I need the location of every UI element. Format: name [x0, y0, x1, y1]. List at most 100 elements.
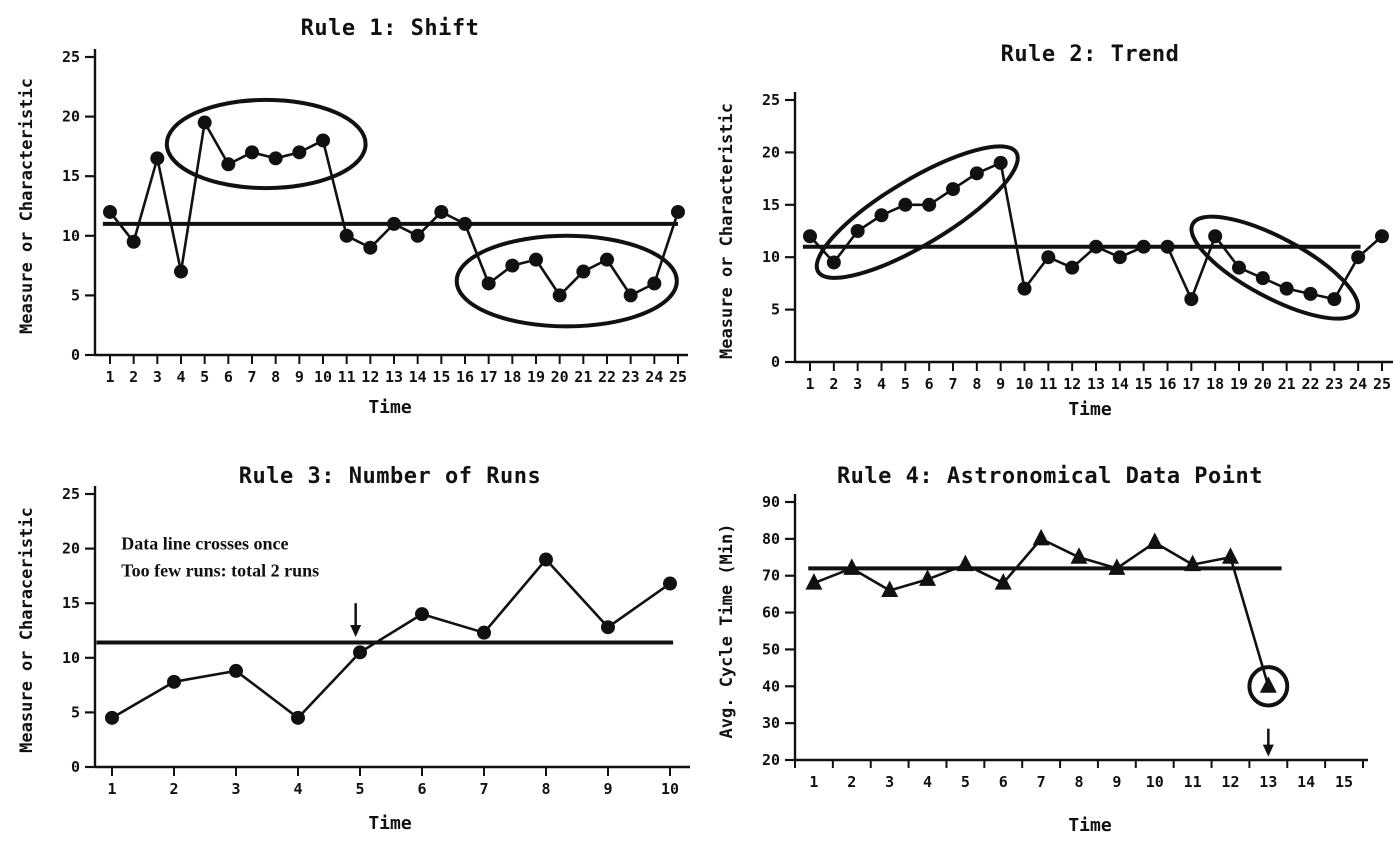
x-tick-label: 13 — [1259, 773, 1277, 791]
circle-marker — [221, 157, 236, 172]
chart-title: Rule 4: Astronomical Data Point — [836, 464, 1264, 489]
x-tick-label: 11 — [1039, 375, 1057, 393]
y-tick-label: 10 — [762, 248, 780, 266]
circle-marker — [1255, 271, 1270, 286]
x-tick-label: 11 — [1184, 773, 1202, 791]
triangle-marker — [956, 554, 974, 572]
circle-marker — [922, 197, 937, 212]
x-tick-label: 8 — [972, 375, 981, 393]
circle-marker — [363, 240, 378, 255]
x-tick-label: 24 — [645, 368, 663, 386]
x-tick-label: 18 — [1206, 375, 1224, 393]
x-tick-label: 6 — [224, 368, 233, 386]
circle-marker — [387, 216, 401, 231]
circle-marker — [826, 255, 841, 270]
x-tick-label: 10 — [1015, 375, 1033, 393]
triangle-marker — [1184, 554, 1202, 572]
circle-marker — [993, 155, 1008, 170]
x-tick-label: 13 — [1087, 375, 1105, 393]
rule4-astronomical-panel: Rule 4: Astronomical Data Point Avg. Cyc… — [700, 422, 1400, 844]
data-series-line — [111, 558, 671, 720]
y-tick-label: 10 — [62, 227, 80, 245]
circle-marker — [167, 674, 181, 689]
x-tick-label: 3 — [853, 375, 862, 393]
x-tick-label: 23 — [1325, 375, 1343, 393]
x-tick-label: 15 — [432, 368, 450, 386]
x-tick-label: 2 — [829, 375, 838, 393]
x-axis-label: Time — [368, 813, 412, 834]
x-tick-label: 8 — [541, 780, 550, 798]
x-tick-label: 17 — [480, 368, 498, 386]
y-tick-label: 90 — [762, 493, 780, 511]
x-tick-label: 25 — [669, 368, 687, 386]
circle-marker — [316, 133, 330, 148]
circle-marker — [647, 276, 662, 291]
x-tick-label: 4 — [176, 368, 185, 386]
y-tick-label: 25 — [762, 91, 780, 109]
x-tick-label: 3 — [231, 780, 240, 798]
circle-marker — [458, 216, 472, 231]
circle-marker — [268, 151, 283, 166]
data-series-line — [108, 121, 680, 297]
x-tick-label: 22 — [1301, 375, 1319, 393]
y-tick-label: 15 — [62, 594, 80, 612]
x-tick-label: 2 — [847, 773, 856, 791]
y-tick-label: 10 — [62, 649, 80, 667]
circle-marker — [415, 607, 429, 622]
y-tick-label: 70 — [762, 567, 780, 585]
x-axis-label: Time — [368, 397, 412, 418]
circle-marker — [339, 228, 354, 243]
triangle-marker — [1259, 676, 1277, 693]
x-tick-label: 12 — [361, 368, 379, 386]
circle-marker — [477, 625, 491, 640]
y-tick-label: 5 — [71, 286, 80, 304]
x-tick-label: 13 — [385, 368, 403, 386]
circle-marker — [601, 620, 615, 635]
x-tick-label: 10 — [314, 368, 332, 386]
circle-marker — [126, 234, 141, 249]
rule2-trend-panel: Rule 2: Trend Measure or Characteristic … — [700, 0, 1400, 422]
x-tick-label: 9 — [603, 780, 612, 798]
circle-marker — [1279, 281, 1294, 296]
circle-marker — [1375, 229, 1389, 244]
triangle-marker — [1146, 532, 1164, 550]
circle-marker — [1041, 250, 1056, 265]
circle-marker — [1351, 250, 1366, 265]
circle-marker — [552, 288, 567, 303]
x-tick-label: 7 — [1037, 773, 1046, 791]
x-tick-label: 7 — [247, 368, 256, 386]
circle-marker — [1089, 239, 1103, 254]
x-tick-label: 23 — [622, 368, 640, 386]
circle-marker — [292, 145, 307, 160]
x-tick-label: 15 — [1335, 773, 1353, 791]
circle-marker — [174, 264, 188, 279]
circle-marker — [434, 204, 449, 219]
circle-marker — [105, 710, 119, 725]
circle-marker — [291, 710, 305, 725]
x-tick-label: 22 — [598, 368, 616, 386]
y-tick-label: 0 — [771, 353, 780, 371]
x-tick-label: 9 — [295, 368, 304, 386]
y-tick-label: 15 — [62, 167, 80, 185]
y-tick-label: 20 — [62, 540, 80, 558]
rule1-shift-panel: Rule 1: Shift Measure or Characteristic … — [0, 0, 700, 422]
down-arrow-head — [1262, 744, 1274, 757]
x-tick-label: 18 — [503, 368, 521, 386]
x-tick-label: 25 — [1373, 375, 1391, 393]
x-axis-label: Time — [1068, 399, 1112, 420]
circle-marker — [1208, 229, 1223, 244]
chart-title: Rule 1: Shift — [300, 16, 480, 41]
triangle-marker — [881, 580, 899, 597]
circle-marker — [1112, 250, 1127, 265]
triangle-marker — [1221, 547, 1239, 564]
x-tick-label: 21 — [574, 368, 592, 386]
circle-marker — [539, 552, 553, 567]
x-tick-label: 6 — [999, 773, 1008, 791]
circle-marker — [229, 663, 243, 678]
circle-marker — [150, 151, 165, 166]
y-tick-label: 20 — [762, 143, 780, 161]
x-tick-label: 14 — [1111, 375, 1129, 393]
